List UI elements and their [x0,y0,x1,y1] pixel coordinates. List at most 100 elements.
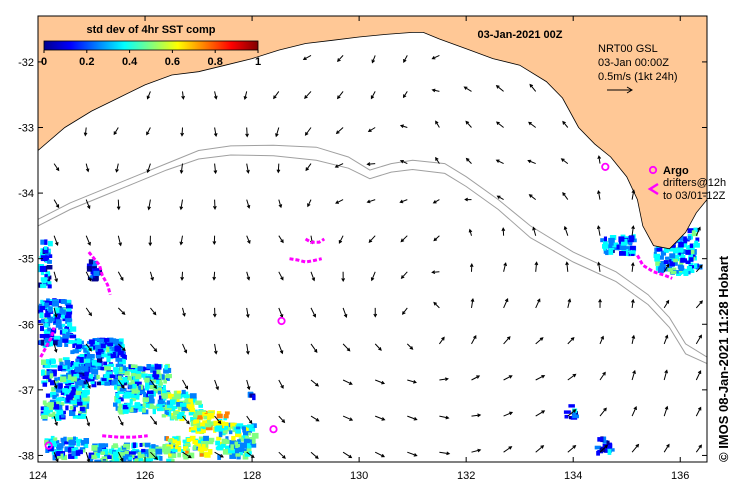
sst-cell [236,455,241,460]
current-arrow [631,369,636,381]
sst-cell [688,256,694,262]
current-arrow [148,235,153,247]
current-arrow [597,261,601,272]
current-arrow [182,343,188,354]
sst-cell [99,350,106,355]
sst-cell [53,404,60,410]
sst-cell [71,386,77,392]
current-arrow [246,307,250,319]
sst-cell [235,432,242,438]
sst-cell [138,457,144,462]
sst-cell [195,400,202,405]
sst-cell [81,380,87,385]
sst-cell [213,420,221,427]
sst-cell [677,250,681,256]
sst-cell [57,365,63,372]
current-arrow [305,163,312,172]
sst-cell [84,383,89,389]
current-arrow [663,405,669,417]
sst-cell [89,354,95,359]
sst-cell [100,451,105,455]
current-arrow [149,271,154,281]
current-arrow [399,199,408,204]
current-arrow [310,379,320,387]
argo-float-marker [269,425,278,434]
sst-cell [86,352,91,358]
sst-cell [46,371,52,376]
sst-cell [572,412,577,418]
sst-cell [127,403,132,407]
current-arrow [465,120,472,128]
sst-cell [118,397,124,402]
sst-cell [162,448,167,453]
sst-cell [137,452,142,456]
current-arrow [53,343,58,353]
current-arrow [562,120,569,128]
sst-cell [172,436,179,441]
current-arrow [53,199,60,209]
sst-cell [695,227,700,232]
sst-cell [181,405,187,412]
sst-cell [661,252,667,256]
current-arrow [503,375,513,381]
sst-cell [161,390,167,395]
sst-cell [103,361,108,366]
sst-cell [64,325,70,330]
sst-cell [145,393,150,399]
sst-cell [193,413,198,418]
sst-cell [604,447,609,453]
sst-cell [86,462,91,466]
sst-cell [177,404,182,411]
current-arrow [83,127,88,137]
argo-drifter-track [39,327,56,358]
sst-cell [69,334,77,339]
current-arrow [85,415,91,427]
sst-cell [101,353,108,358]
sst-cell [92,338,100,342]
sst-cell [66,310,73,315]
current-arrow [146,127,151,136]
current-arrow [431,88,440,93]
sst-cell [251,427,256,432]
sst-cell [108,376,113,380]
sst-cell [45,393,51,398]
argo-drifter-layer [39,162,673,450]
sst-cell [158,377,163,384]
sst-cell [222,449,228,455]
sst-cell [163,368,169,374]
current-arrow [338,235,344,244]
current-arrow [465,157,472,164]
map-frame [37,15,708,463]
sst-cell [47,317,53,324]
sst-cell [118,403,123,408]
current-arrow [366,199,376,204]
sst-cell [45,281,52,285]
current-arrow [368,235,376,243]
sst-cell [97,381,102,386]
sst-cell [45,271,51,277]
sst-cell [122,409,129,414]
current-arrow [597,155,602,164]
current-arrow [663,263,670,273]
current-arrow [179,199,184,211]
sst-cell [55,388,63,393]
sst-cell [68,454,75,459]
sst-cell [59,376,67,383]
sst-cell [223,414,229,419]
x-tick-label: 128 [243,470,261,482]
sst-cell [42,282,48,286]
sst-cell [119,344,125,348]
current-arrow [371,55,376,64]
sst-cell [52,454,57,461]
sst-cell [66,394,73,400]
current-arrow [471,375,481,381]
sst-cell [40,325,44,332]
current-arrow [212,199,217,210]
current-arrow [341,271,346,283]
sst-cell [89,275,93,279]
sst-cell [71,447,79,453]
current-arrow [535,445,545,453]
sst-cell [159,388,167,393]
sst-cell [172,411,179,416]
sst-cell [78,366,84,371]
